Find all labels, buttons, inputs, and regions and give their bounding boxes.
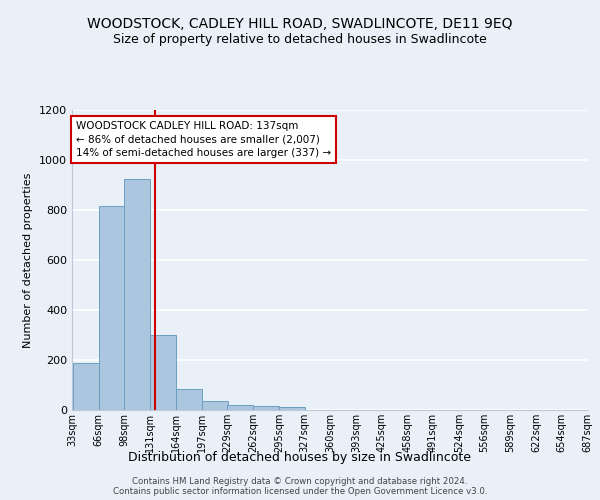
Text: Size of property relative to detached houses in Swadlincote: Size of property relative to detached ho… (113, 32, 487, 46)
Bar (253, 406, 279, 410)
Text: Contains HM Land Registry data © Crown copyright and database right 2024.: Contains HM Land Registry data © Crown c… (132, 476, 468, 486)
Text: WOODSTOCK CADLEY HILL ROAD: 137sqm
← 86% of detached houses are smaller (2,007)
: WOODSTOCK CADLEY HILL ROAD: 137sqm ← 86%… (76, 121, 331, 158)
Y-axis label: Number of detached properties: Number of detached properties (23, 172, 34, 348)
Bar (202, 400, 228, 410)
Bar (176, 389, 202, 410)
Bar (227, 404, 253, 410)
Bar (73, 362, 99, 410)
Bar (279, 407, 305, 410)
Bar (124, 179, 150, 410)
Text: WOODSTOCK, CADLEY HILL ROAD, SWADLINCOTE, DE11 9EQ: WOODSTOCK, CADLEY HILL ROAD, SWADLINCOTE… (87, 18, 513, 32)
Text: Distribution of detached houses by size in Swadlincote: Distribution of detached houses by size … (128, 451, 472, 464)
Bar (99, 206, 125, 410)
Text: Contains public sector information licensed under the Open Government Licence v3: Contains public sector information licen… (113, 486, 487, 496)
Bar (150, 335, 176, 410)
